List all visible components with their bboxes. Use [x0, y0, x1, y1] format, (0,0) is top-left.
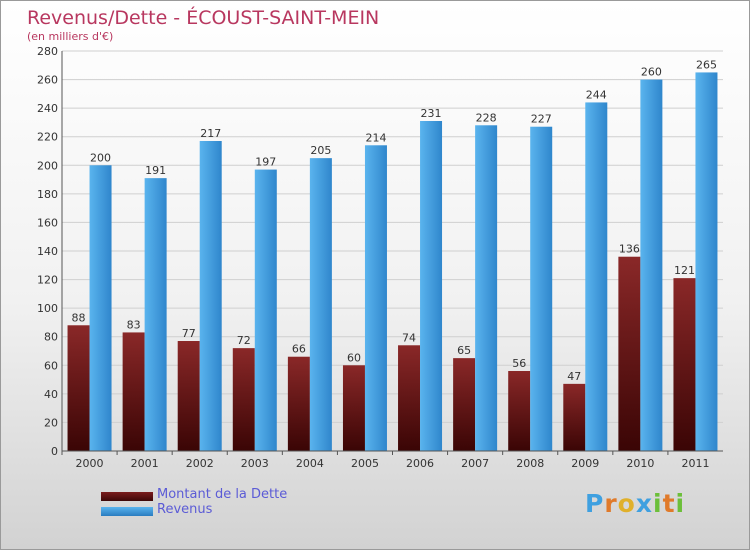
logo-letter: i: [653, 489, 663, 518]
data-label-dette-2004: 66: [292, 343, 306, 356]
data-label-dette-2000: 88: [72, 311, 86, 324]
proxiti-logo: Proxiti: [585, 489, 685, 518]
bars: [67, 72, 718, 452]
logo-letter: i: [675, 489, 686, 518]
axes: [61, 51, 723, 452]
bar-revenus-2011: [695, 72, 718, 451]
data-labels: 88 200 83 191 77 217 72 197 66 205 60 214 74 231 65 228…: [72, 58, 717, 382]
logo-letter: o: [617, 489, 636, 518]
bar-revenus-2002: [199, 141, 222, 451]
legend-label-revenus: Revenus: [157, 502, 213, 517]
data-label-revenus-2010: 260: [641, 66, 662, 79]
bar-dette-2010: [618, 256, 641, 451]
chart-title: Revenus/Dette - ÉCOUST-SAINT-MEIN: [27, 7, 380, 29]
logo-letter: x: [635, 489, 653, 518]
data-label-dette-2008: 56: [512, 357, 526, 370]
data-label-dette-2009: 47: [567, 370, 581, 383]
bar-dette-2011: [673, 278, 696, 451]
legend-label-dette: Montant de la Dette: [157, 487, 288, 502]
bar-dette-2003: [232, 348, 255, 451]
bar-revenus-2007: [475, 125, 498, 452]
logo-letter: r: [604, 489, 618, 518]
bar-revenus-2004: [309, 158, 332, 451]
y-tick-label: 40: [44, 388, 58, 401]
y-tick-label: 240: [37, 102, 58, 115]
bar-revenus-2010: [640, 79, 663, 452]
data-label-revenus-2005: 214: [365, 131, 386, 144]
legend-swatch-revenus: [101, 507, 153, 516]
data-label-dette-2003: 72: [237, 334, 251, 347]
bar-dette-2008: [508, 371, 531, 451]
chart-subtitle: (en milliers d'€): [27, 30, 114, 43]
data-label-revenus-2009: 244: [586, 88, 607, 101]
y-tick-label: 260: [37, 74, 58, 87]
x-tick-label-2000: 2000: [76, 457, 104, 470]
y-tick-label: 180: [37, 188, 58, 201]
x-tick-label-2009: 2009: [571, 457, 599, 470]
y-tick-label: 20: [44, 416, 58, 429]
x-tick-label-2010: 2010: [626, 457, 654, 470]
bar-dette-2004: [287, 356, 310, 451]
data-label-dette-2001: 83: [127, 318, 141, 331]
logo-letter: t: [662, 489, 676, 518]
y-tick-label: 220: [37, 131, 58, 144]
bar-revenus-2000: [89, 165, 112, 452]
x-tick-label-2007: 2007: [461, 457, 489, 470]
data-label-revenus-2007: 228: [476, 111, 497, 124]
x-tick-label-2003: 2003: [241, 457, 269, 470]
data-label-revenus-2000: 200: [90, 151, 111, 164]
data-label-revenus-2001: 191: [145, 164, 166, 177]
data-label-dette-2005: 60: [347, 351, 361, 364]
bar-revenus-2009: [585, 102, 608, 451]
data-label-dette-2006: 74: [402, 331, 416, 344]
bar-dette-2000: [67, 325, 90, 451]
x-tick-label-2006: 2006: [406, 457, 434, 470]
data-label-revenus-2004: 205: [310, 144, 331, 157]
y-tick-label: 200: [37, 159, 58, 172]
logo-letter: P: [585, 489, 605, 518]
x-tick-label-2004: 2004: [296, 457, 324, 470]
x-tick-label-2001: 2001: [131, 457, 159, 470]
data-label-revenus-2011: 265: [696, 58, 717, 71]
data-label-revenus-2006: 231: [421, 107, 442, 120]
x-tick-label-2008: 2008: [516, 457, 544, 470]
bar-revenus-2008: [530, 126, 553, 451]
bar-dette-2002: [177, 341, 200, 451]
bar-revenus-2006: [420, 121, 443, 451]
bar-dette-2006: [398, 345, 421, 451]
x-tick-label-2002: 2002: [186, 457, 214, 470]
y-tick-label: 60: [44, 359, 58, 372]
x-axis-ticks: 2000 2001 2002 2003 2004 2005 2006 2007 2008 2009…: [61, 451, 709, 470]
bar-dette-2001: [122, 332, 145, 451]
y-tick-label: 80: [44, 331, 58, 344]
data-label-revenus-2002: 217: [200, 127, 221, 140]
data-label-revenus-2003: 197: [255, 156, 276, 169]
data-label-dette-2010: 136: [619, 243, 640, 256]
bar-dette-2009: [563, 383, 586, 451]
y-tick-label: 280: [37, 45, 58, 58]
y-tick-label: 100: [37, 302, 58, 315]
x-tick-label-2011: 2011: [681, 457, 709, 470]
y-tick-label: 120: [37, 274, 58, 287]
y-tick-label: 160: [37, 216, 58, 229]
bar-dette-2007: [453, 358, 476, 451]
data-label-dette-2011: 121: [674, 264, 695, 277]
y-tick-label: 0: [51, 445, 58, 458]
x-tick-label-2005: 2005: [351, 457, 379, 470]
legend-swatch-dette: [101, 492, 153, 501]
grid-lines: [62, 50, 723, 452]
bar-revenus-2003: [254, 169, 277, 452]
y-tick-label: 140: [37, 245, 58, 258]
y-axis-ticks: 0 20 40 60 80 100 120 140 160 180 200 220 240 260 280: [37, 45, 58, 458]
bar-revenus-2001: [144, 178, 167, 451]
bar-dette-2005: [342, 365, 365, 451]
data-label-revenus-2008: 227: [531, 113, 552, 126]
bar-revenus-2005: [364, 145, 387, 452]
data-label-dette-2002: 77: [182, 327, 196, 340]
data-label-dette-2007: 65: [457, 344, 471, 357]
